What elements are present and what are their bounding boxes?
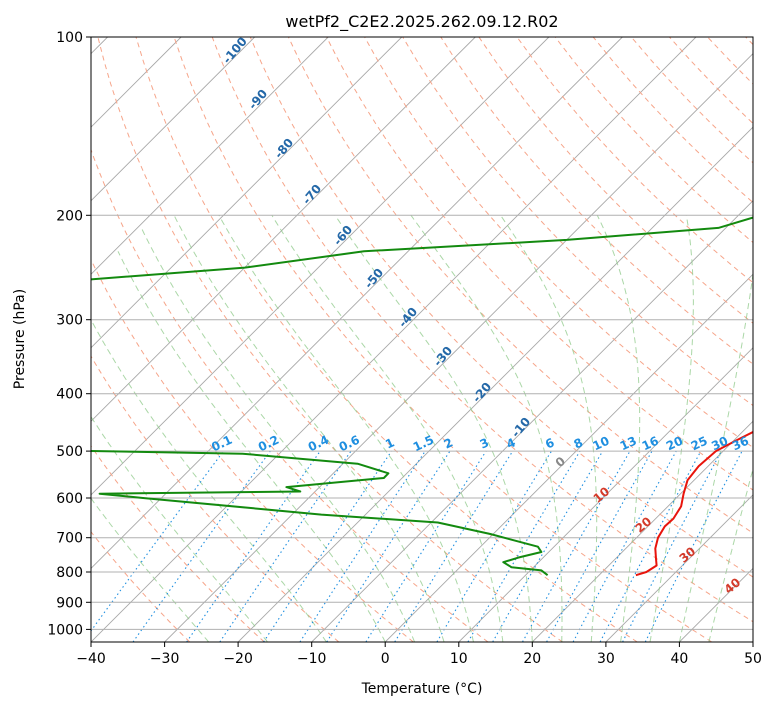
isotherm-line xyxy=(91,37,476,422)
x-tick-label: 30 xyxy=(597,651,615,667)
y-tick-label: 1000 xyxy=(47,622,83,638)
y-tick-label: 800 xyxy=(56,565,83,581)
pressure-grid xyxy=(91,37,753,630)
moist-adiabat-line xyxy=(140,227,416,642)
dry-adiabat-line xyxy=(91,148,489,642)
x-tick-label: 40 xyxy=(670,651,688,667)
moist-adiabat-line xyxy=(173,215,445,642)
mixing-ratio-label: 10 xyxy=(590,434,611,454)
moist-adiabat-line xyxy=(649,215,694,642)
mixing-ratio-line xyxy=(219,450,352,642)
mixing-ratio-label: 25 xyxy=(689,434,710,454)
moist-adiabat-line xyxy=(410,215,563,642)
dry-adiabat-line xyxy=(402,37,753,407)
x-axis-label: Temperature (°C) xyxy=(361,681,483,697)
series-layer xyxy=(91,216,753,577)
mixing-ratio-line xyxy=(572,450,677,642)
mixing-ratio-line xyxy=(186,450,321,642)
mixing-ratio-line xyxy=(599,450,702,642)
background-lines xyxy=(91,37,753,642)
isotherm-line xyxy=(91,37,550,496)
mixing-ratio-line xyxy=(299,450,426,642)
y-tick-label: 100 xyxy=(56,30,83,46)
moist-adiabat-line xyxy=(117,251,386,642)
y-tick-label: 300 xyxy=(56,313,83,329)
y-axis-ticks: 100 200 300 400 500 600 700 800 900 1000 xyxy=(47,30,91,638)
mixing-ratio-label: 16 xyxy=(640,434,661,454)
temperature-profile-line xyxy=(635,430,753,577)
mixing-ratio-line xyxy=(467,450,581,642)
y-tick-label: 500 xyxy=(56,444,83,460)
x-tick-label: 0 xyxy=(381,651,390,667)
isotherm-line xyxy=(91,37,329,275)
isotherm-line xyxy=(237,126,753,642)
dewpoint-profile-line xyxy=(91,216,753,576)
mixing-ratio-label: 13 xyxy=(618,434,639,454)
dry-adiabat-line xyxy=(440,37,753,365)
dry-adiabat-line xyxy=(287,37,753,534)
isotherm-line xyxy=(531,420,753,642)
isotherm-line xyxy=(91,37,256,202)
mixing-ratio-line xyxy=(394,450,514,642)
dry-adiabat-line xyxy=(91,531,191,642)
y-tick-label: 600 xyxy=(56,491,83,507)
dry-adiabat-line xyxy=(516,37,753,284)
dry-adiabat-line xyxy=(173,37,713,642)
x-tick-label: 50 xyxy=(744,651,762,667)
x-tick-label: 20 xyxy=(523,651,541,667)
y-tick-label: 900 xyxy=(56,595,83,611)
isotherm-line xyxy=(384,273,753,642)
moist-adiabat-line xyxy=(500,215,598,642)
mixing-ratio-label: 36 xyxy=(730,434,751,454)
dry-adiabat-line xyxy=(211,37,753,623)
y-axis-label: Pressure (hPa) xyxy=(12,289,28,389)
moist-adiabat-line xyxy=(596,215,641,642)
dry-adiabat-line xyxy=(91,445,265,642)
mixing-ratio-line xyxy=(132,450,271,642)
dry-adiabat-line xyxy=(97,37,563,642)
x-tick-label: −30 xyxy=(150,651,180,667)
mixing-ratio-line xyxy=(326,450,451,642)
x-axis-ticks: −40 −30 −20 −10 0 10 20 30 40 50 xyxy=(76,642,762,667)
moist-adiabat-line xyxy=(334,215,533,642)
x-tick-label: −40 xyxy=(76,651,106,667)
y-tick-label: 400 xyxy=(56,387,83,403)
isotherm-line xyxy=(605,494,753,642)
chart-title: wetPf2_C2E2.2025.262.09.12.R02 xyxy=(285,12,558,32)
mixing-ratio-label: 20 xyxy=(664,434,685,454)
dry-adiabat-line xyxy=(249,37,753,578)
dry-adiabat-line xyxy=(135,37,638,642)
y-tick-label: 700 xyxy=(56,531,83,547)
moist-adiabat-line xyxy=(271,215,504,642)
x-tick-label: −10 xyxy=(297,651,327,667)
moist-adiabat-line xyxy=(91,415,268,642)
dry-adiabat-line xyxy=(91,258,414,642)
mixing-ratio-line xyxy=(365,450,487,642)
moist-adiabat-line xyxy=(218,215,474,642)
x-tick-label: −20 xyxy=(223,651,253,667)
isotherm-line xyxy=(91,37,403,349)
y-tick-label: 200 xyxy=(56,208,83,224)
mixing-ratio-line xyxy=(436,450,552,642)
plot-frame xyxy=(90,36,754,643)
isotherm-line xyxy=(91,37,697,642)
isotherm-line xyxy=(164,52,753,642)
moist-adiabat-line xyxy=(678,270,753,642)
mixing-ratio-line xyxy=(263,450,392,642)
x-tick-label: 10 xyxy=(450,651,468,667)
isotherm-line xyxy=(91,37,623,570)
isotherm-line xyxy=(458,347,753,642)
mixing-ratio-label: 30 xyxy=(709,434,730,454)
